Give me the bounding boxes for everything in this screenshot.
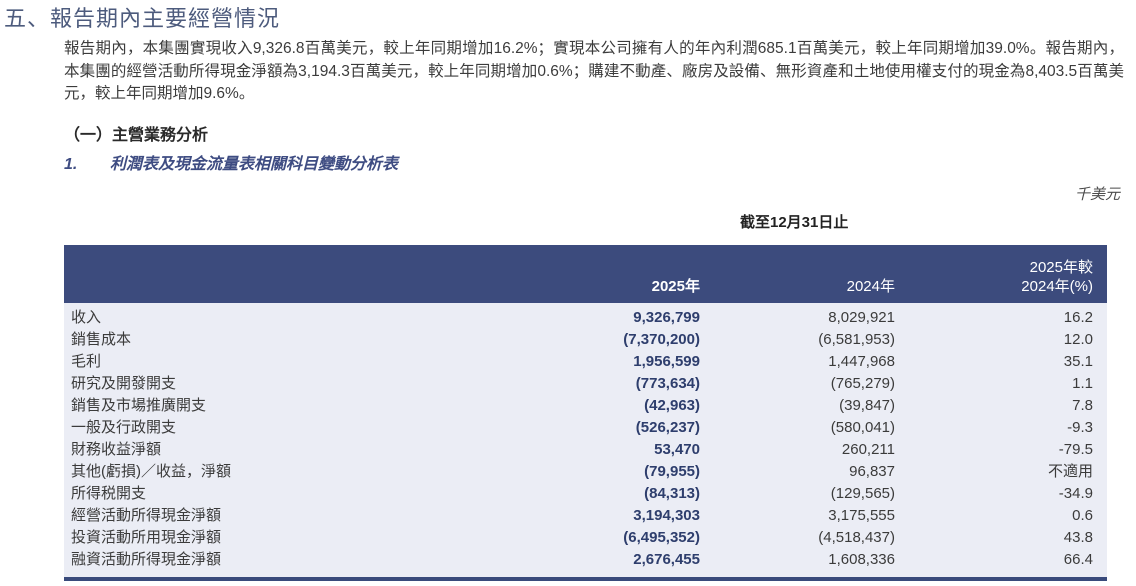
value-2025: 9,326,799	[633, 309, 700, 326]
table-header-bar: 2025年 2024年 2025年較 2024年(%)	[64, 245, 1107, 303]
table-row: 融資活動所得現金淨額 2,676,455 1,608,336 66.4	[64, 549, 1093, 571]
value-change: 16.2	[1063, 309, 1093, 326]
value-2024: (765,279)	[830, 375, 895, 392]
value-2024: (4,518,437)	[818, 529, 895, 546]
table-row: 經營活動所得現金淨額 3,194,303 3,175,555 0.6	[64, 505, 1093, 527]
value-2025: (42,963)	[644, 397, 700, 414]
value-2024: (39,847)	[839, 397, 895, 414]
table-body: 收入 9,326,799 8,029,921 16.2 銷售成本 (7,370,…	[64, 303, 1107, 581]
table-row: 所得税開支 (84,313) (129,565) -34.9	[64, 483, 1093, 505]
value-2025: (7,370,200)	[623, 331, 700, 348]
row-label: 融資活動所得現金淨額	[71, 551, 222, 568]
value-2024: 8,029,921	[828, 309, 895, 326]
column-header-change-line1: 2025年較	[1029, 259, 1093, 276]
row-label: 投資活動所用現金淨額	[71, 529, 222, 546]
value-2024: 260,211	[841, 441, 895, 458]
value-2025: (526,237)	[635, 419, 700, 436]
value-2025: 3,194,303	[633, 507, 700, 524]
column-header-2024: 2024年	[846, 278, 895, 295]
value-2024: 3,175,555	[828, 507, 895, 524]
table-row: 投資活動所用現金淨額 (6,495,352) (4,518,437) 43.8	[64, 527, 1093, 549]
row-label: 銷售成本	[71, 331, 132, 348]
value-2025: (79,955)	[644, 463, 700, 480]
value-2025: (773,634)	[635, 375, 700, 392]
row-label: 其他(虧損)／收益，淨額	[71, 463, 231, 480]
table-row: 收入 9,326,799 8,029,921 16.2	[64, 307, 1093, 329]
value-change: -9.3	[1067, 419, 1093, 436]
column-header-change-line2: 2024年(%)	[1021, 278, 1093, 295]
value-change: 12.0	[1063, 331, 1093, 348]
value-2025: (6,495,352)	[623, 529, 700, 546]
financial-table: 2025年 2024年 2025年較 2024年(%) 收入 9,326,799…	[64, 245, 1107, 581]
value-change: 66.4	[1063, 551, 1093, 568]
value-2024: (580,041)	[830, 419, 895, 436]
value-2025: 2,676,455	[633, 551, 700, 568]
value-change: 0.6	[1072, 507, 1093, 524]
page-title: 五、報告期內主要經營情況	[4, 6, 281, 31]
value-change: 不適用	[1047, 463, 1093, 480]
row-label: 銷售及市場推廣開支	[71, 397, 207, 414]
value-2025: (84,313)	[644, 485, 700, 502]
value-2024: (6,581,953)	[818, 331, 895, 348]
value-change: 1.1	[1072, 375, 1093, 392]
row-label: 經營活動所得現金淨額	[71, 507, 222, 524]
column-header-change: 2025年較 2024年(%)	[895, 258, 1093, 303]
row-label: 研究及開發開支	[71, 375, 177, 392]
table-row: 一般及行政開支 (526,237) (580,041) -9.3	[64, 417, 1093, 439]
table-row: 毛利 1,956,599 1,447,968 35.1	[64, 351, 1093, 373]
table-row: 研究及開發開支 (773,634) (765,279) 1.1	[64, 373, 1093, 395]
table-row: 財務收益淨額 53,470 260,211 -79.5	[64, 439, 1093, 461]
row-label: 收入	[71, 309, 102, 326]
value-2024: 96,837	[849, 463, 895, 480]
table-row: 銷售及市場推廣開支 (42,963) (39,847) 7.8	[64, 395, 1093, 417]
subsection-number: 1.	[64, 156, 78, 173]
value-change: 43.8	[1063, 529, 1093, 546]
value-change: -34.9	[1058, 485, 1093, 502]
column-header-2025: 2025年	[651, 278, 700, 295]
intro-paragraph: 報告期內，本集團實現收入9,326.8百萬美元，較上年同期增加16.2%；實現本…	[64, 40, 1124, 102]
value-2024: 1,447,968	[828, 353, 895, 370]
table-row: 其他(虧損)／收益，淨額 (79,955) 96,837 不適用	[64, 461, 1093, 483]
value-2025: 53,470	[654, 441, 700, 458]
value-change: 7.8	[1072, 397, 1093, 414]
row-label: 財務收益淨額	[71, 441, 162, 458]
row-label: 一般及行政開支	[71, 419, 177, 436]
table-row: 銷售成本 (7,370,200) (6,581,953) 12.0	[64, 329, 1093, 351]
subsection-heading: 1. 利潤表及現金流量表相關科目變動分析表	[64, 150, 398, 174]
row-label: 毛利	[71, 353, 102, 370]
column-header-label	[64, 296, 500, 303]
period-label: 截至12月31日止	[740, 214, 849, 231]
value-2024: (129,565)	[830, 485, 895, 502]
row-label: 所得税開支	[71, 485, 147, 502]
subsection-title: 利潤表及現金流量表相關科目變動分析表	[110, 156, 399, 173]
value-change: -79.5	[1058, 441, 1093, 458]
value-2025: 1,956,599	[633, 353, 700, 370]
value-2024: 1,608,336	[828, 551, 895, 568]
value-change: 35.1	[1063, 353, 1093, 370]
section-heading: （一）主營業務分析	[64, 127, 209, 144]
unit-label: 千美元	[1074, 186, 1120, 203]
